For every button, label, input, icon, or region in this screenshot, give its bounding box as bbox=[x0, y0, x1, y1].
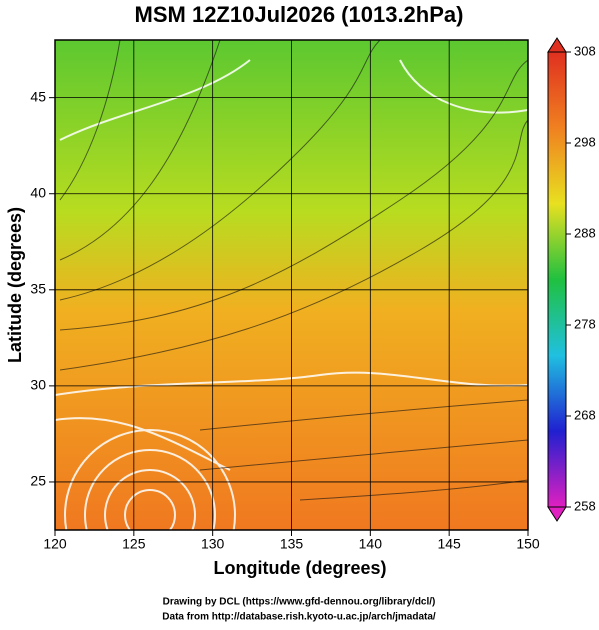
streamlines bbox=[59, 40, 528, 501]
footer-line: Drawing by DCL (https://www.gfd-dennou.o… bbox=[163, 597, 436, 608]
colorbar bbox=[547, 51, 567, 508]
chart-title: MSM 12Z10Jul2026 (1013.2hPa) bbox=[135, 2, 464, 27]
y-axis-label: Latitude (degrees) bbox=[5, 207, 25, 363]
x-tick-label: 140 bbox=[359, 536, 383, 552]
x-tick-label: 120 bbox=[43, 536, 67, 552]
x-tick-label: 135 bbox=[280, 536, 304, 552]
colorbar-tick-label: 308 bbox=[574, 43, 596, 58]
colorbar-tick-label: 288 bbox=[574, 225, 596, 240]
footer-line: Data from http://database.rish.kyoto-u.a… bbox=[162, 612, 436, 623]
colorbar-tick-label: 278 bbox=[574, 316, 596, 331]
colorbar-tick-label: 298 bbox=[574, 134, 596, 149]
colorbar-tick-label: 268 bbox=[574, 407, 596, 422]
y-tick-label: 45 bbox=[30, 88, 46, 104]
y-tick-label: 25 bbox=[30, 473, 46, 489]
x-tick-label: 145 bbox=[437, 536, 461, 552]
y-tick-label: 35 bbox=[30, 281, 46, 297]
colorbar-end bbox=[547, 506, 567, 522]
y-tick-label: 30 bbox=[30, 377, 46, 393]
x-axis-label: Longitude (degrees) bbox=[213, 558, 386, 578]
x-tick-label: 130 bbox=[201, 536, 225, 552]
x-tick-label: 125 bbox=[122, 536, 146, 552]
colorbar-tick-label: 258 bbox=[574, 498, 596, 513]
x-tick-label: 150 bbox=[516, 536, 540, 552]
colorbar-end bbox=[547, 37, 567, 53]
y-tick-label: 40 bbox=[30, 184, 46, 200]
